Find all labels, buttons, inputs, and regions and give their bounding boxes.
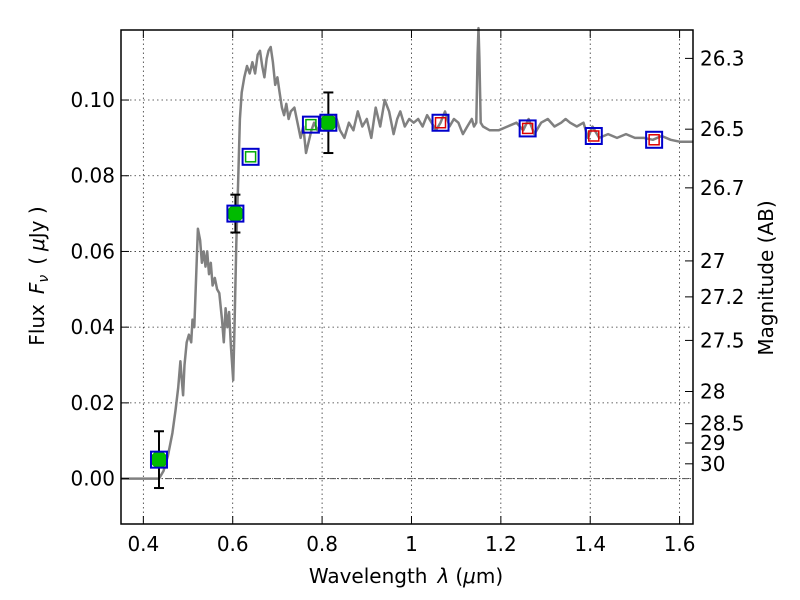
x-tick-label: 0.4 [127,532,159,556]
right-axis-label: Magnitude (AB) [754,200,778,355]
observed-point [150,451,168,469]
right-tick-label: 28.5 [700,412,745,436]
x-tick-label: 1.2 [485,532,517,556]
ticks-layer: 0.4 0.6 0.8 1 1.2 1.4 1.6 0.00 0.02 0.04 0.06 0.08 0… [70,30,745,556]
model-photometry-point [226,204,245,223]
model-photometry-point [645,130,664,149]
x-axis-label-symbol: λ [436,564,449,588]
y-axis-label-unit: Jy ) [25,206,49,240]
model-photometry-point [301,115,320,134]
right-tick-label: 30 [700,452,725,476]
x-axis-label-mu: μ [462,564,476,588]
inner-marker [588,130,600,142]
model-photometry-point [241,147,260,166]
points-layer [149,91,664,490]
x-tick-label: 1 [405,532,418,556]
right-tick-label: 29 [700,431,725,455]
y-tick-label: 0.02 [70,391,115,415]
model-photometry-point [584,126,603,145]
model-photometry-point [149,450,168,469]
observed-point [226,205,244,223]
x-axis-label-open: ( [455,564,463,588]
x-tick-label: 1.4 [574,532,606,556]
x-axis-label: Wavelength λ (μm) [309,564,503,588]
y-tick-label: 0.06 [70,239,115,263]
y-tick-label: 0.04 [70,315,115,339]
y-axis-label-subscript: ν [36,275,52,283]
right-tick-label: 26.3 [700,46,745,70]
model-spectrum-line [121,26,693,480]
x-tick-label: 0.6 [217,532,249,556]
observed-point [319,114,337,132]
x-axis-label-unit: m) [476,564,503,588]
y-axis-label-mu: μ [25,238,49,252]
inner-marker [521,122,534,135]
x-axis-label-main: Wavelength [309,564,428,588]
spectrum-layer [121,26,693,480]
y-axis-label-symbol: F [25,282,49,294]
y-tick-label: 0.00 [70,467,115,491]
y-tick-label: 0.10 [70,88,115,112]
right-tick-label: 28 [700,380,725,404]
model-photometry-point [518,119,537,138]
y-tick-label: 0.08 [70,164,115,188]
x-tick-label: 0.8 [306,532,338,556]
right-tick-label: 27 [700,249,725,273]
grid-layer [121,30,693,524]
right-tick-label: 27.2 [700,285,745,309]
right-tick-label: 26.5 [700,117,745,141]
y-axis-label-main: Flux [25,304,49,346]
inner-marker [244,151,257,163]
model-photometry-point [319,113,338,132]
plot-frame [120,29,694,525]
inner-marker [434,116,447,129]
right-tick-label: 26.7 [700,176,745,200]
inner-marker [648,134,660,146]
model-photometry-point [431,113,450,132]
y-axis-label-open: ( [25,257,49,265]
y-axis-label: Flux Fν ( μJy ) [25,206,52,345]
x-tick-label: 1.6 [664,532,696,556]
inner-marker [305,118,317,131]
right-tick-label: 27.5 [700,328,745,352]
